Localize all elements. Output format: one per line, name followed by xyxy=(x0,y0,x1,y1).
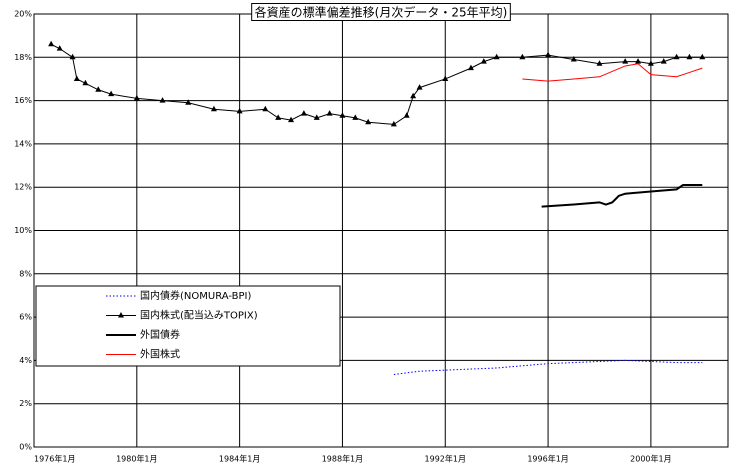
point-marker xyxy=(339,112,346,118)
point-marker xyxy=(493,53,500,60)
point-marker xyxy=(82,79,89,86)
point-marker xyxy=(699,53,706,60)
y-tick-label: 16% xyxy=(14,96,32,105)
point-marker xyxy=(416,84,423,90)
point-marker xyxy=(410,92,417,99)
x-tick-label: 1988年1月 xyxy=(322,454,363,464)
point-marker xyxy=(69,53,76,60)
x-tick-label: 1996年1月 xyxy=(527,454,568,464)
x-tick-label: 1992年1月 xyxy=(425,454,466,464)
point-marker xyxy=(403,112,410,118)
point-marker xyxy=(48,40,55,47)
point-marker xyxy=(185,99,192,105)
y-tick-label: 10% xyxy=(14,226,32,235)
point-marker xyxy=(622,58,629,64)
y-tick-label: 12% xyxy=(14,183,32,192)
chart-title: 各資産の標準偏差推移(月次データ・25年平均) xyxy=(255,5,508,20)
x-tick-label: 1976年1月 xyxy=(34,454,75,464)
y-tick-label: 14% xyxy=(14,139,32,148)
y-tick-label: 0% xyxy=(19,443,32,452)
point-marker xyxy=(95,86,102,92)
point-marker xyxy=(210,105,217,112)
point-marker xyxy=(236,107,243,114)
point-marker xyxy=(326,110,333,116)
x-tick-label: 1984年1月 xyxy=(219,454,260,464)
point-marker xyxy=(686,53,693,60)
legend-label: 国内債券(NOMURA-BPI) xyxy=(140,289,251,302)
series-line xyxy=(522,63,703,82)
point-marker xyxy=(352,114,359,120)
point-marker xyxy=(262,105,269,112)
point-marker xyxy=(275,114,282,120)
y-tick-label: 4% xyxy=(19,356,32,365)
y-tick-label: 20% xyxy=(14,10,32,19)
series-line xyxy=(541,184,703,208)
point-marker xyxy=(647,60,654,66)
legend-box xyxy=(35,285,341,367)
legend-label: 国内株式(配当込みTOPIX) xyxy=(140,309,258,322)
title-box xyxy=(251,3,511,21)
series-line xyxy=(50,43,703,125)
legend-label: 外国債券 xyxy=(140,328,180,341)
point-marker xyxy=(596,60,603,66)
point-marker xyxy=(300,110,307,116)
point-marker xyxy=(660,58,667,64)
point-marker xyxy=(313,114,320,120)
x-tick-label: 2000年1月 xyxy=(630,454,671,464)
y-tick-label: 6% xyxy=(19,313,32,322)
y-tick-label: 2% xyxy=(19,399,32,408)
point-marker xyxy=(159,97,166,103)
point-marker xyxy=(56,45,63,51)
point-marker xyxy=(673,53,680,60)
point-marker xyxy=(133,94,140,101)
point-marker xyxy=(390,120,397,127)
point-marker xyxy=(467,64,474,71)
point-marker xyxy=(635,58,642,64)
point-marker xyxy=(73,75,80,81)
point-marker xyxy=(288,116,295,123)
x-tick-label: 1980年1月 xyxy=(116,454,157,464)
series-line xyxy=(393,359,703,375)
point-marker xyxy=(108,90,115,97)
point-marker xyxy=(480,58,487,64)
point-marker xyxy=(365,118,372,125)
point-marker xyxy=(519,53,526,60)
point-marker xyxy=(442,75,449,81)
y-tick-label: 8% xyxy=(19,269,32,278)
legend-marker xyxy=(118,312,124,318)
point-marker xyxy=(570,55,577,62)
point-marker xyxy=(545,51,552,58)
legend-label: 外国株式 xyxy=(140,348,180,361)
y-tick-label: 18% xyxy=(14,53,32,62)
